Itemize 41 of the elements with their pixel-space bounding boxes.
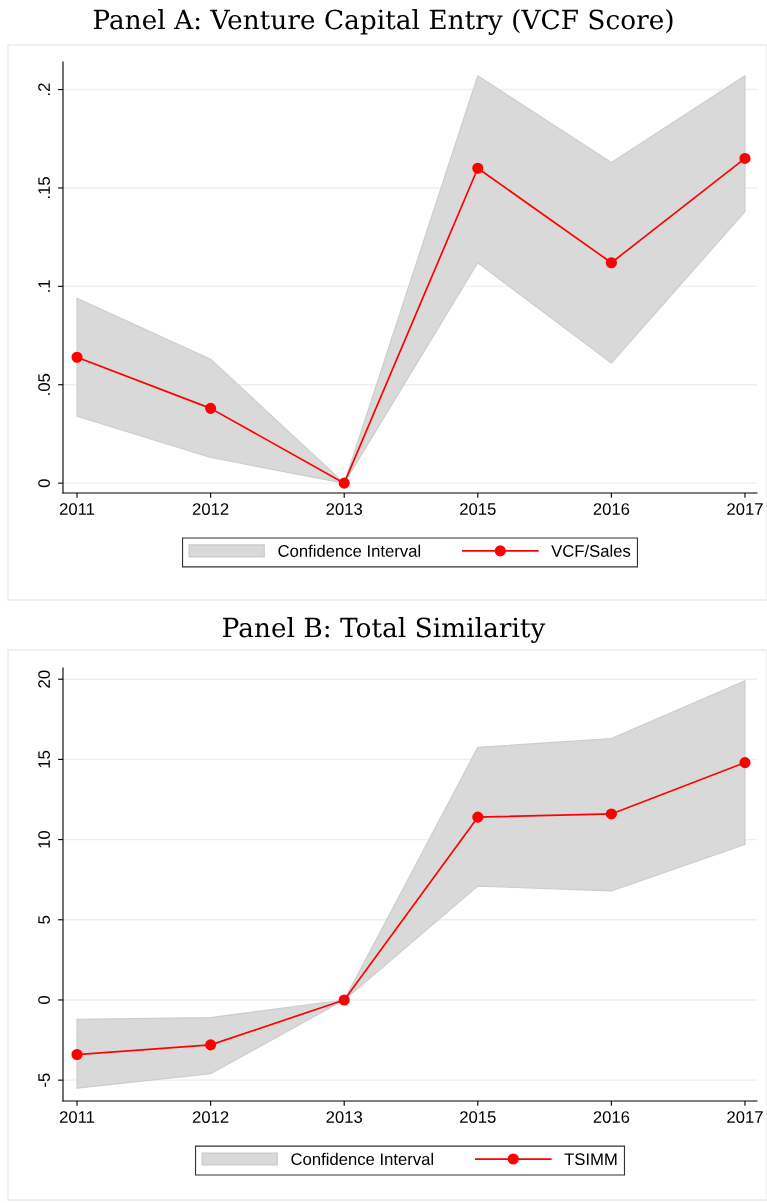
x-tick-label: 2015	[460, 1111, 496, 1123]
y-tick-label: 5	[38, 915, 50, 924]
point	[338, 994, 350, 1006]
y-tick-label: 20	[38, 670, 50, 688]
y-tick-label: .2	[38, 83, 50, 95]
text: Confidence Interval	[291, 1152, 434, 1166]
x-tick-label: 2017	[727, 1111, 763, 1123]
y-tick-label: .05	[38, 373, 50, 395]
x-tick-label: 2015	[460, 503, 496, 515]
point	[739, 757, 751, 769]
text: Confidence Interval	[278, 544, 421, 557]
x-tick-label: 2012	[192, 1111, 229, 1123]
y-tick-label: -5	[38, 1073, 50, 1087]
x-tick-label: 2016	[593, 1111, 630, 1123]
point	[71, 351, 83, 363]
y-tick-label: 0	[38, 479, 50, 488]
x-tick-label: 2013	[326, 1111, 363, 1123]
legend-label: VCF/Sales	[551, 544, 631, 557]
x-tick-label: 2016	[593, 503, 630, 515]
x-tick-label: 2013	[326, 503, 363, 515]
y-tick-label: 15	[38, 750, 50, 768]
y-tick-label: .1	[38, 280, 50, 292]
point	[205, 1039, 217, 1051]
x-tick-label: 2011	[59, 1111, 95, 1123]
point	[605, 808, 617, 820]
point	[71, 1048, 83, 1061]
legend-label: TSIMM	[564, 1153, 617, 1166]
x-tick-label: 2012	[192, 503, 229, 515]
x-tick-label: 2011	[59, 503, 95, 515]
point	[205, 402, 217, 414]
chart-title: Panel B: Total Similarity	[223, 617, 546, 643]
point	[338, 477, 350, 489]
y-tick-label: 0	[38, 995, 50, 1004]
point	[472, 811, 484, 823]
y-tick-label: 10	[38, 830, 50, 848]
chart-title: Panel A: Venture Capital Entry (VCF Score)	[93, 9, 673, 35]
y-tick-label: .15	[38, 177, 50, 199]
point	[739, 152, 751, 164]
point	[472, 162, 484, 174]
x-tick-label: 2017	[727, 503, 763, 515]
point	[605, 257, 617, 269]
